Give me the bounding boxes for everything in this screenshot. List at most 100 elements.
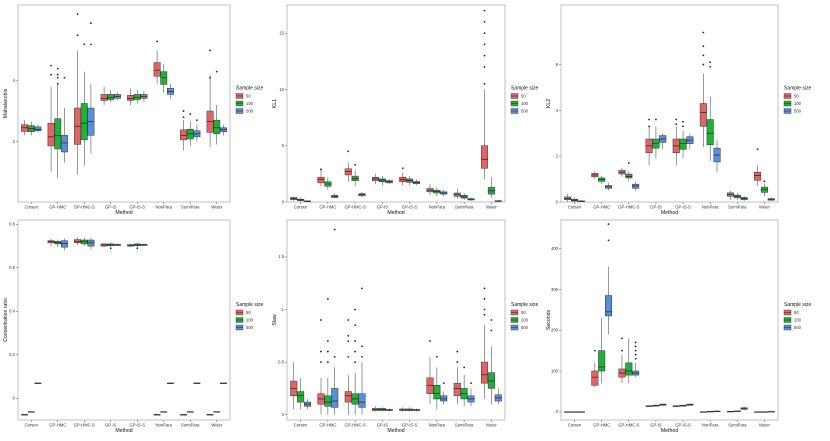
legend-label-50: 50 [521,94,526,99]
x-tick-label: GP-IS-S [675,423,691,428]
x-tick-label: NonPara [702,423,719,428]
box-100-weier [760,180,768,197]
outlier-point [702,63,705,66]
box-50-nonpara [153,414,161,416]
x-tick-label: GP-HMC [49,423,66,428]
legend-title: Sample size [236,302,263,308]
box-100-gp-hmc [598,317,606,384]
outlier-point [90,43,92,46]
box-500-nonpara [166,382,174,384]
outlier-point [456,350,459,353]
box-500-gp-is [385,408,393,412]
box-50-semipara [726,190,734,200]
outlier-point [675,123,678,126]
box-500-gp-is-s [686,133,694,150]
box-500-gp-is [385,179,393,184]
outlier-point [56,76,59,79]
box-body [453,382,461,397]
outlier-point [215,70,218,73]
box-500-weier [219,124,227,136]
box-100-semipara [186,113,194,146]
y-tick-label: 6 [556,62,559,67]
box-body [107,94,115,100]
box-50-gp-is [371,406,380,412]
outlier-point [634,353,637,356]
box-body [331,388,339,408]
box-body [440,395,448,402]
legend-label-50: 50 [521,310,526,315]
outlier-point [607,223,610,225]
y-tick-label: 1 [282,307,285,312]
outlier-point [702,45,705,48]
box-100-gp-hmc [598,175,606,184]
y-tick-label: 400 [551,246,559,251]
y-tick-label: 200 [551,328,559,333]
x-tick-label: GP-IS [377,205,389,210]
box-body [54,118,62,150]
box-100-nonpara [706,411,714,413]
box-500-gp-is-s [140,243,148,247]
box-50-weier [206,414,214,416]
box-500-weier [494,199,502,202]
box-100-corsen [571,197,579,202]
y-tick-label: 300 [551,287,559,292]
box-body [60,135,68,153]
box-body [699,103,707,127]
box-500-corsen [577,200,585,202]
box-100-gp-hmc [324,298,332,415]
box-100-gp-is-s [133,242,141,250]
y-tick-label: 2 [556,154,559,159]
outlier-point [209,76,211,79]
outlier-point [442,382,445,385]
box-100-corsen [27,121,35,136]
box-50-gp-is-s [672,118,680,166]
legend-label-500: 500 [794,109,802,114]
box-50-nonpara [699,411,707,413]
box-50-gp-hmc [47,238,55,247]
outlier-point [756,148,759,151]
x-tick-label: Corsen [25,205,39,210]
box-500-gp-hmc [605,223,613,335]
y-axis-title: KL2 [546,99,552,108]
box-500-gp-hmc-s [87,22,95,154]
outlier-point [634,349,637,352]
x-tick-label: SemiPara [728,423,747,428]
box-100-gp-is [378,176,386,186]
box-body [213,119,221,135]
y-tick-label: 100 [551,368,559,373]
box-500-nonpara [713,140,721,173]
x-tick-label: GP-IS-S [675,205,691,210]
outlier-point [76,13,79,15]
outlier-point [470,382,472,385]
box-500-gp-hmc-s [358,191,366,198]
box-500-gp-hmc-s [358,287,366,415]
x-tick-label: GP-HMC [49,205,66,210]
box-50-gp-is-s [399,167,407,186]
box-100-gp-hmc-s [625,338,633,384]
outlier-point [182,116,185,119]
box-100-corsen [297,377,305,410]
outlier-point [483,308,486,311]
outlier-point [347,334,350,337]
box-500-nonpara [166,83,174,99]
x-tick-label: NonPara [429,205,446,210]
outlier-point [354,340,357,342]
chart-panel-slaw: 0 0.5 1 1.5 Slaw Corsen GP-HMC GP-HMC-S GP-IS GP-… [272,219,538,434]
box-50-gp-hmc-s [344,319,352,415]
outlier-point [709,61,712,64]
legend: Sample size 50 100 500 [783,302,811,331]
outlier-point [50,73,52,76]
outlier-point [483,54,486,57]
legend-label-500: 500 [246,109,254,114]
box-body [133,94,141,100]
x-tick-label: SemiPara [728,205,747,210]
outlier-point [347,340,350,342]
x-tick-label: GP-HMC [593,205,610,210]
box-500-corsen [303,398,312,410]
box-100-semipara [733,410,741,412]
box-500-weier [494,388,502,405]
box-50-gp-is [645,405,653,407]
chart-panel-seconds: 0 100 200 300 400 Seconds Corsen GP-HMC GP-HMC-S… [546,219,811,434]
box-100-gp-hmc [324,177,332,190]
y-tick-label: 1.5 [278,254,284,259]
